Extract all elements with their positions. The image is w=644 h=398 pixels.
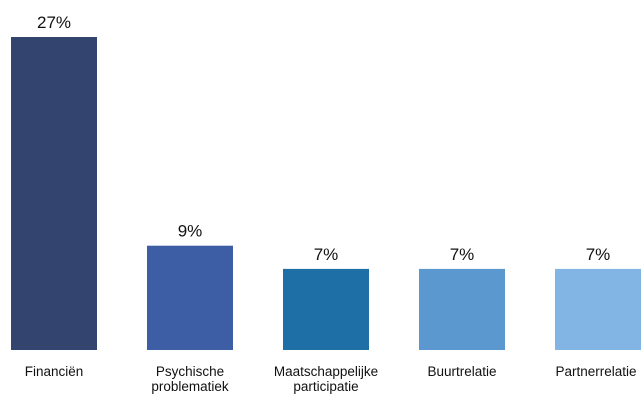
category-label-4: Partnerrelatie (555, 364, 636, 379)
category-label-2-line-0: Maatschappelijke (274, 364, 378, 379)
bar-0 (11, 37, 97, 350)
category-label-1-line-0: Psychische (156, 364, 224, 379)
data-label-3: 7% (450, 245, 475, 264)
data-label-1: 9% (178, 222, 203, 241)
data-label-2: 7% (314, 245, 339, 264)
category-label-2: Maatschappelijke participatie (274, 364, 378, 394)
category-label-1: Psychische problematiek (151, 364, 229, 394)
category-label-1-line-1: problematiek (151, 379, 229, 394)
data-label-4: 7% (586, 245, 611, 264)
bar-3 (419, 268, 505, 350)
category-label-0-line-0: Financiën (25, 364, 84, 379)
bar-1 (147, 245, 233, 350)
bar-2 (283, 268, 369, 350)
category-label-4-line-0: Partnerrelatie (555, 364, 636, 379)
data-label-0: 27% (37, 13, 71, 32)
bar-4 (555, 268, 641, 350)
category-label-2-line-1: participatie (293, 379, 358, 394)
category-label-0: Financiën (25, 364, 84, 379)
category-label-3-line-0: Buurtrelatie (427, 364, 496, 379)
category-label-3: Buurtrelatie (427, 364, 496, 379)
